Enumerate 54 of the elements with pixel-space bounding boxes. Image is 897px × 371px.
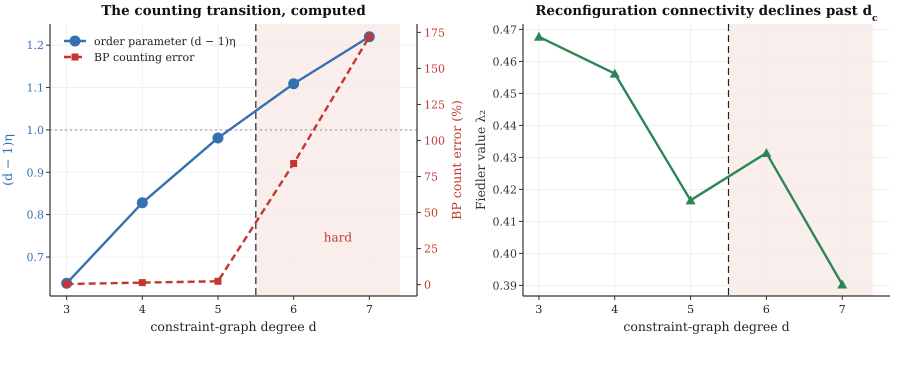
point — [837, 279, 848, 288]
x-tick-label: 7 — [366, 303, 373, 316]
x-axis-title: constraint-graph degree d — [623, 319, 790, 334]
point — [136, 197, 148, 208]
y-tick-label: 0.44 — [492, 119, 517, 132]
x-tick-label: 4 — [138, 303, 146, 316]
point — [761, 148, 772, 157]
y-axis-title: Fiedler value λ₂ — [473, 110, 488, 210]
y2-tick-label: 75 — [424, 170, 438, 184]
x-tick-label: 4 — [611, 303, 618, 316]
y-tick-label: 1.0 — [26, 124, 44, 137]
chart-title: Reconfiguration connectivity declines past d$_{c}$ — [535, 3, 878, 24]
y-tick-label: 0.45 — [492, 87, 517, 100]
y-tick-label: 0.8 — [26, 208, 44, 222]
chart-title: The counting transition, computed — [101, 3, 366, 19]
x-tick-label: 6 — [290, 303, 298, 316]
y2-tick-label: 175 — [424, 26, 445, 40]
y2-tick-label: 25 — [424, 242, 438, 256]
point — [214, 278, 222, 285]
point — [610, 68, 620, 78]
point — [288, 78, 300, 90]
y-tick-label: 0.42 — [492, 183, 517, 196]
y2-tick-label: 50 — [424, 206, 438, 220]
y2-tick-label: 150 — [424, 62, 445, 76]
y-axis-title: (d − 1)η — [0, 134, 15, 186]
y-tick-label: 0.43 — [492, 151, 517, 164]
point — [534, 32, 544, 41]
point — [290, 160, 298, 168]
legend-label: order parameter (d − 1)η — [94, 35, 236, 48]
y2-tick-label: 100 — [424, 134, 445, 148]
x-tick-label: 7 — [838, 303, 846, 316]
x-tick-label: 3 — [63, 303, 70, 316]
x-tick-label: 6 — [762, 303, 770, 316]
y2-tick-label: 0 — [424, 278, 431, 292]
y-tick-label: 0.9 — [26, 166, 44, 180]
x-axis-title: constraint-graph degree d — [150, 319, 317, 334]
point — [212, 132, 224, 144]
y-tick-label: 0.47 — [492, 23, 517, 36]
point — [686, 195, 696, 204]
x-tick-label: 5 — [687, 303, 694, 316]
y2-tick-label: 125 — [424, 98, 445, 112]
y-tick-label: 1.1 — [26, 82, 44, 95]
y-tick-label: 1.2 — [26, 39, 44, 52]
legend-label: BP counting error — [94, 51, 196, 64]
y2-axis-title: BP count error (%) — [449, 100, 464, 220]
y-tick-label: 0.7 — [26, 251, 44, 264]
x-tick-label: 5 — [214, 303, 222, 316]
y-tick-label: 0.40 — [492, 247, 517, 260]
x-tick-label: 3 — [535, 303, 542, 316]
point — [138, 279, 146, 286]
y-tick-label: 0.46 — [492, 55, 517, 68]
y-tick-label: 0.39 — [492, 279, 517, 292]
band-label: hard — [324, 230, 352, 245]
y-tick-label: 0.41 — [492, 215, 517, 228]
